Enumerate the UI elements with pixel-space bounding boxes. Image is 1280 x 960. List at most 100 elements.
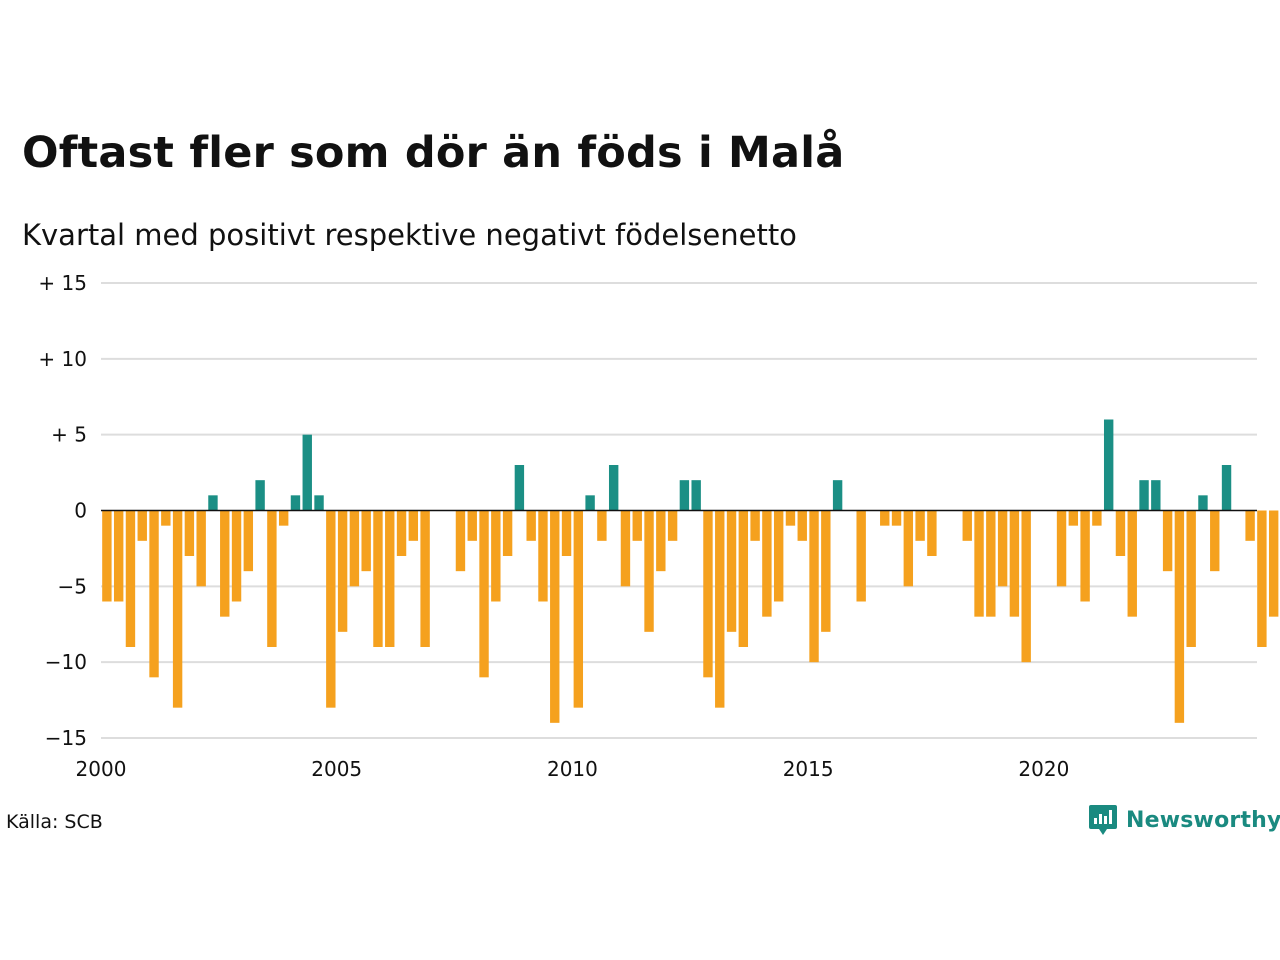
y-tick-label: −10 — [45, 650, 87, 674]
gridlines — [101, 282, 1257, 739]
bar — [255, 480, 265, 511]
bar — [302, 434, 312, 511]
bar — [1210, 510, 1220, 572]
bar — [962, 510, 972, 541]
bar — [856, 510, 866, 602]
bar — [1056, 510, 1067, 587]
y-tick-label: 0 — [74, 499, 87, 523]
bar — [396, 510, 407, 556]
newsworthy-logo-text: Newsworthy — [1126, 807, 1280, 833]
bar — [632, 510, 642, 541]
bar — [373, 510, 383, 647]
bar — [561, 510, 572, 556]
y-tick-label: + 5 — [51, 423, 87, 447]
bar — [172, 510, 183, 708]
y-axis-ticks: + 15 + 10 + 5 0 −5 −10 −15 — [38, 271, 87, 750]
bar — [385, 510, 395, 647]
x-tick-label: 2005 — [311, 757, 362, 781]
bar — [220, 510, 230, 617]
bar — [974, 510, 984, 617]
source-note: Källa: SCB — [6, 811, 103, 833]
bar — [550, 510, 560, 723]
bar — [196, 510, 206, 587]
bar — [1221, 465, 1232, 511]
newsworthy-logo: Newsworthy — [1088, 803, 1280, 837]
bar — [1151, 480, 1161, 511]
bar — [691, 480, 701, 511]
bar — [679, 480, 690, 511]
bar — [880, 510, 890, 526]
bar — [915, 510, 925, 541]
bar — [762, 510, 772, 617]
bar — [891, 510, 902, 526]
bar — [809, 510, 819, 663]
bar — [502, 510, 513, 556]
bar — [656, 510, 666, 572]
bar — [750, 510, 760, 541]
chart-title: Oftast fler som dör än föds i Malå — [22, 128, 845, 178]
bar — [137, 510, 147, 541]
bar — [1245, 510, 1255, 541]
bar — [1174, 510, 1185, 723]
bar — [1268, 510, 1279, 617]
y-tick-label: + 10 — [38, 347, 87, 371]
bar — [290, 495, 301, 511]
bar — [267, 510, 277, 647]
bar — [573, 510, 584, 708]
bar — [726, 510, 737, 632]
bar — [113, 510, 124, 602]
bar — [986, 510, 996, 617]
bar — [1162, 510, 1173, 572]
bar — [1127, 510, 1137, 617]
bar — [514, 465, 525, 511]
bar — [526, 510, 536, 541]
bar — [821, 510, 831, 632]
bar — [1257, 510, 1267, 647]
bar — [208, 495, 218, 511]
bar — [927, 510, 937, 556]
bar — [479, 510, 489, 678]
bar — [667, 510, 678, 541]
bar — [361, 510, 371, 572]
bar — [349, 510, 360, 587]
x-tick-label: 2020 — [1018, 757, 1069, 781]
bar — [1021, 510, 1031, 663]
bar — [278, 510, 289, 526]
x-tick-label: 2010 — [547, 757, 598, 781]
bar — [467, 510, 477, 541]
bar — [243, 510, 254, 572]
bar — [1068, 510, 1079, 526]
bar — [184, 510, 195, 556]
bar — [597, 510, 607, 541]
chart-subtitle: Kvartal med positivt respektive negativt… — [22, 218, 797, 252]
bar — [1103, 419, 1114, 511]
y-tick-label: + 15 — [38, 271, 87, 295]
bar — [1115, 510, 1126, 556]
bar — [538, 510, 548, 602]
bar — [997, 510, 1008, 587]
bar — [797, 510, 807, 541]
bar — [1139, 480, 1149, 511]
bar — [326, 510, 336, 708]
bar-chart: + 15 + 10 + 5 0 −5 −10 −15 2000 2005 2010 2015 202… — [38, 271, 1279, 781]
bar — [1092, 510, 1102, 526]
bar — [644, 510, 654, 632]
bar — [125, 510, 136, 647]
bar — [1198, 495, 1208, 511]
bar — [773, 510, 784, 602]
bar — [620, 510, 631, 587]
bar — [1186, 510, 1196, 647]
bar — [420, 510, 430, 647]
bar — [102, 510, 112, 602]
bar — [408, 510, 419, 541]
bar — [903, 510, 914, 587]
bar — [585, 495, 595, 511]
x-axis-ticks: 2000 2005 2010 2015 2020 — [76, 757, 1070, 781]
bar — [231, 510, 242, 602]
bar — [715, 510, 725, 708]
bar — [491, 510, 501, 602]
bar — [149, 510, 159, 678]
bar — [314, 495, 324, 511]
x-tick-label: 2000 — [76, 757, 127, 781]
x-tick-label: 2015 — [783, 757, 834, 781]
